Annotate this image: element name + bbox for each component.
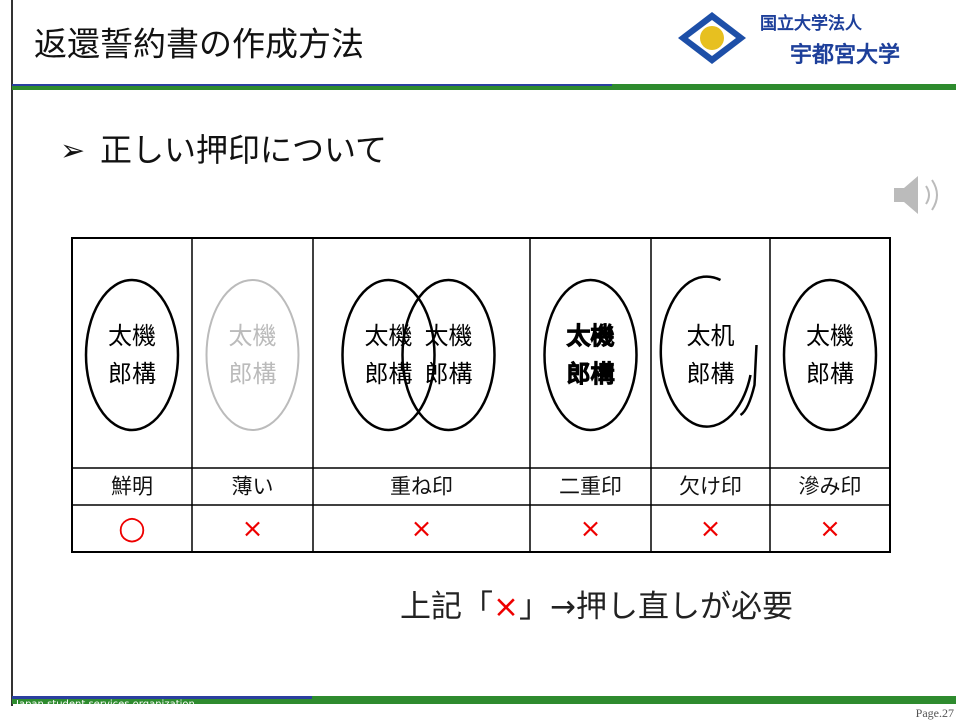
footer-rule-accent	[12, 696, 312, 699]
stamp-text: 太機	[425, 322, 473, 350]
stamp-text: 太機	[806, 322, 854, 350]
bullet-arrow: ➢	[60, 134, 85, 169]
stamp-text: 郎構	[108, 360, 156, 388]
result-mark: ○	[118, 509, 146, 547]
speaker-icon	[894, 176, 938, 214]
org-line1: 国立大学法人	[760, 13, 863, 34]
table-border	[71, 237, 891, 553]
stamp-outline	[401, 278, 496, 432]
column-label: 二重印	[559, 475, 622, 499]
stamp-text: 郎構	[806, 360, 854, 388]
stamp-text: 太机	[687, 322, 735, 350]
header-rule-accent	[12, 84, 612, 86]
result-mark: ×	[580, 514, 602, 544]
logo	[678, 12, 746, 64]
result-mark: ×	[819, 514, 841, 544]
stamp-text: 太機	[108, 322, 156, 350]
column-label: 鮮明	[111, 475, 153, 499]
stamp-outline	[782, 278, 878, 432]
stamp-outline	[659, 275, 758, 428]
note: 上記「×」→押し直しが必要	[400, 589, 793, 625]
column-label: 薄い	[232, 475, 274, 499]
footer-org: Japan student services organization	[15, 699, 195, 710]
result-mark: ×	[242, 514, 264, 544]
bullet-text: 正しい押印について	[100, 131, 387, 169]
stamp-text: 郎構	[229, 360, 277, 388]
stamp-outline	[84, 278, 180, 432]
stamp-text: 郎構	[567, 360, 615, 388]
note-mark: ×	[493, 589, 519, 625]
stamp-text: 郎構	[687, 360, 735, 388]
footer-rule	[12, 696, 956, 704]
title: 返還誓約書の作成方法	[34, 25, 364, 64]
page-number: Page.27	[916, 706, 954, 720]
stamp-text: 太機	[567, 322, 615, 350]
column-label: 欠け印	[679, 475, 742, 499]
column-label: 滲み印	[799, 475, 862, 499]
stamp-text: 太機	[229, 322, 277, 350]
header-rule	[12, 84, 956, 90]
stamp-outline	[341, 278, 436, 432]
column-label: 重ね印	[390, 475, 453, 499]
org-line2: 宇都宮大学	[790, 42, 900, 68]
stamp-text: 郎構	[425, 360, 473, 388]
note-after: 」→押し直しが必要	[519, 589, 793, 625]
stamp-outline	[543, 278, 638, 432]
result-mark: ×	[411, 514, 433, 544]
stamp-outline	[205, 279, 300, 431]
result-mark: ×	[700, 514, 722, 544]
note-before: 上記「	[400, 589, 493, 625]
